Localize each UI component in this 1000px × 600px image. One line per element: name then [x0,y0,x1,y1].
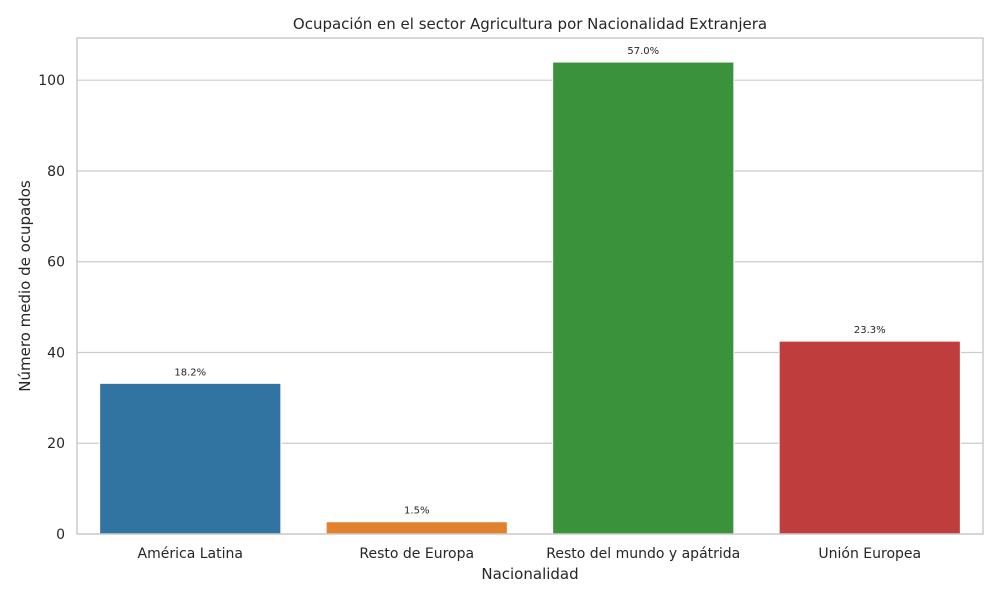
y-tick-label: 100 [38,73,65,89]
data-labels: 18.2% 1.5% 57.0% 23.3% [174,46,885,517]
bar [325,521,508,535]
chart-title: Ocupación en el sector Agricultura por N… [293,15,767,33]
y-tick-label: 20 [47,436,65,452]
y-tick-label: 0 [56,527,65,543]
x-tick-labels: América Latina Resto de Europa Resto del m… [138,546,922,562]
y-axis-label: Número medio de ocupados [16,180,34,392]
bar [99,382,282,535]
data-label: 18.2% [174,367,206,378]
bar [778,340,961,535]
y-tick-labels: 0 20 40 60 80 100 [38,73,65,543]
bars [99,61,961,535]
x-tick-label: Unión Europea [818,546,921,562]
x-tick-label: Resto del mundo y apátrida [546,546,740,562]
data-label: 23.3% [854,325,886,336]
x-axis-label: Nacionalidad [481,565,578,583]
bar [552,61,735,535]
data-label: 57.0% [627,46,659,57]
x-tick-label: Resto de Europa [359,546,474,562]
y-tick-label: 60 [47,255,65,271]
y-tick-label: 80 [47,164,65,180]
plot-frame [76,37,984,535]
x-tick-label: América Latina [138,546,243,562]
data-label: 1.5% [404,506,429,517]
y-tick-label: 40 [47,345,65,361]
